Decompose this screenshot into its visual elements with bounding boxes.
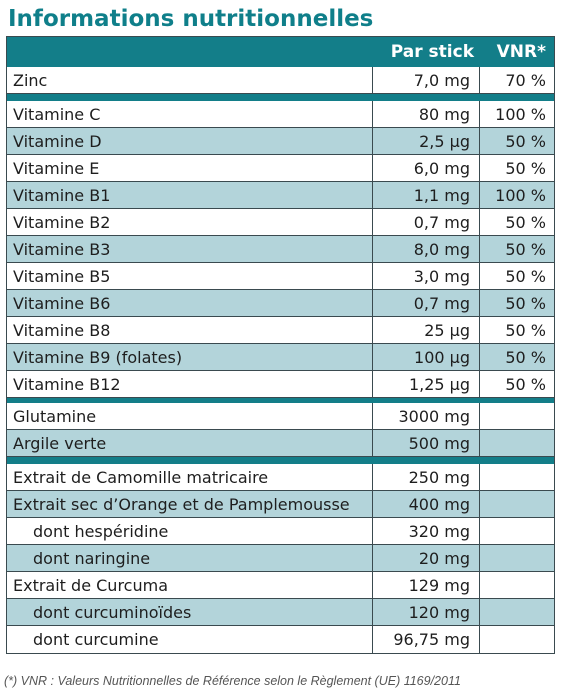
row-name: Vitamine D <box>7 128 373 155</box>
row-amount: 0,7 mg <box>373 209 480 236</box>
table-row: Vitamine B12 1,25 µg 50 % <box>7 371 554 398</box>
row-name: Argile verte <box>7 430 373 457</box>
row-vnr: 100 % <box>480 101 554 128</box>
row-vnr <box>480 626 554 653</box>
row-vnr: 70 % <box>480 67 554 94</box>
table-body: Zinc 7,0 mg 70 % Vitamine C 80 mg 100 % Vitami… <box>7 67 554 653</box>
row-vnr: 50 % <box>480 344 554 371</box>
row-name: Vitamine B12 <box>7 371 373 398</box>
row-name: Vitamine B5 <box>7 263 373 290</box>
table-row: Vitamine B8 25 µg 50 % <box>7 317 554 344</box>
row-name: dont curcuminoïdes <box>7 599 373 626</box>
table-row: Extrait de Curcuma 129 mg <box>7 572 554 599</box>
table-row: Vitamine B9 (folates) 100 µg 50 % <box>7 344 554 371</box>
row-vnr: 100 % <box>480 182 554 209</box>
row-name: Extrait de Camomille matricaire <box>7 464 373 491</box>
row-vnr: 50 % <box>480 128 554 155</box>
table-row: Vitamine B1 1,1 mg 100 % <box>7 182 554 209</box>
row-amount: 25 µg <box>373 317 480 344</box>
row-amount: 0,7 mg <box>373 290 480 317</box>
table-row: Vitamine B6 0,7 mg 50 % <box>7 290 554 317</box>
header-name <box>7 37 373 67</box>
row-amount: 96,75 mg <box>373 626 480 653</box>
row-vnr <box>480 430 554 457</box>
row-name: Vitamine E <box>7 155 373 182</box>
table-header: Par stick VNR* <box>7 37 554 67</box>
header-per-stick: Par stick <box>390 42 474 62</box>
table-row: Vitamine B5 3,0 mg 50 % <box>7 263 554 290</box>
row-amount: 129 mg <box>373 572 480 599</box>
row-vnr: 50 % <box>480 155 554 182</box>
row-amount: 80 mg <box>373 101 480 128</box>
row-amount: 120 mg <box>373 599 480 626</box>
row-vnr <box>480 599 554 626</box>
table-row: Vitamine C 80 mg 100 % <box>7 101 554 128</box>
row-vnr: 50 % <box>480 371 554 398</box>
row-vnr: 50 % <box>480 317 554 344</box>
row-name: Vitamine B2 <box>7 209 373 236</box>
page-title: Informations nutritionnelles <box>8 6 374 32</box>
table-row: dont curcumine 96,75 mg <box>7 626 554 653</box>
row-vnr <box>480 545 554 572</box>
section-separator <box>7 94 554 101</box>
row-amount: 1,1 mg <box>373 182 480 209</box>
table-row: Vitamine D 2,5 µg 50 % <box>7 128 554 155</box>
row-vnr: 50 % <box>480 236 554 263</box>
table-row: Zinc 7,0 mg 70 % <box>7 67 554 94</box>
table-row: Extrait de Camomille matricaire 250 mg <box>7 464 554 491</box>
row-amount: 250 mg <box>373 464 480 491</box>
table-row: Argile verte 500 mg <box>7 430 554 457</box>
table-row: dont naringine 20 mg <box>7 545 554 572</box>
row-name: Vitamine C <box>7 101 373 128</box>
footnote: (*) VNR : Valeurs Nutritionnelles de Réf… <box>4 674 461 688</box>
row-name: Vitamine B1 <box>7 182 373 209</box>
row-amount: 320 mg <box>373 518 480 545</box>
row-name: Vitamine B6 <box>7 290 373 317</box>
row-name: dont curcumine <box>7 626 373 653</box>
table-row: Vitamine B3 8,0 mg 50 % <box>7 236 554 263</box>
row-amount: 6,0 mg <box>373 155 480 182</box>
section-separator <box>7 457 554 464</box>
row-amount: 20 mg <box>373 545 480 572</box>
row-amount: 100 µg <box>373 344 480 371</box>
row-amount: 3,0 mg <box>373 263 480 290</box>
row-vnr: 50 % <box>480 209 554 236</box>
row-name: Extrait de Curcuma <box>7 572 373 599</box>
row-vnr <box>480 518 554 545</box>
row-amount: 3000 mg <box>373 403 480 430</box>
table-row: Extrait sec d’Orange et de Pamplemousse 4… <box>7 491 554 518</box>
row-name: Zinc <box>7 67 373 94</box>
row-name: dont hespéridine <box>7 518 373 545</box>
row-name: Vitamine B8 <box>7 317 373 344</box>
row-amount: 7,0 mg <box>373 67 480 94</box>
row-amount: 500 mg <box>373 430 480 457</box>
row-name: dont naringine <box>7 545 373 572</box>
table-row: dont curcuminoïdes 120 mg <box>7 599 554 626</box>
header-vnr: VNR* <box>496 42 546 62</box>
row-name: Vitamine B3 <box>7 236 373 263</box>
table-row: Vitamine B2 0,7 mg 50 % <box>7 209 554 236</box>
row-name: Vitamine B9 (folates) <box>7 344 373 371</box>
row-vnr <box>480 403 554 430</box>
row-amount: 1,25 µg <box>373 371 480 398</box>
row-vnr: 50 % <box>480 290 554 317</box>
row-vnr: 50 % <box>480 263 554 290</box>
row-vnr <box>480 464 554 491</box>
row-vnr <box>480 491 554 518</box>
table-row: dont hespéridine 320 mg <box>7 518 554 545</box>
table-row: Vitamine E 6,0 mg 50 % <box>7 155 554 182</box>
row-name: Extrait sec d’Orange et de Pamplemousse <box>7 491 373 518</box>
table-row: Glutamine 3000 mg <box>7 403 554 430</box>
row-amount: 2,5 µg <box>373 128 480 155</box>
row-amount: 400 mg <box>373 491 480 518</box>
row-vnr <box>480 572 554 599</box>
row-amount: 8,0 mg <box>373 236 480 263</box>
section-separator <box>7 398 554 403</box>
row-name: Glutamine <box>7 403 373 430</box>
